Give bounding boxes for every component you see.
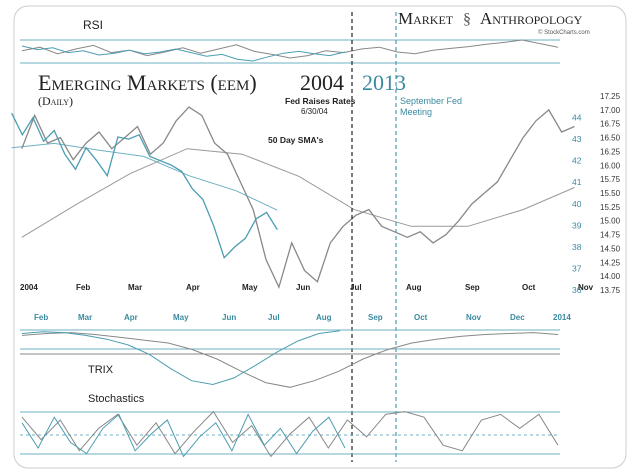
x-tick-2004: Feb (76, 283, 90, 292)
x-tick-2004: Mar (128, 283, 142, 292)
right-axis-ticks: 13.75 14.00 14.25 14.50 14.75 15.00 15.25 15.50… (600, 92, 621, 295)
right-axis-tick: 16.50 (600, 134, 621, 143)
x-tick-2004: Jul (350, 283, 362, 292)
right-axis-tick: 17.00 (600, 106, 621, 115)
right-axis-tick: 13.75 (600, 286, 621, 295)
brand-source: © StockCharts.com (538, 29, 590, 36)
x-tick-2013: Dec (510, 313, 525, 322)
x-tick-2004: 2004 (20, 283, 38, 292)
brand-market: Market (398, 9, 454, 28)
x-tick-2004: Oct (522, 283, 536, 292)
x-tick-2004: Apr (186, 283, 200, 292)
trix-panel: TRIX (20, 329, 560, 388)
left-axis-tick: 40 (572, 199, 582, 209)
fed-raises-date: 6/30/04 (301, 107, 328, 116)
x-tick-2013: Oct (414, 313, 428, 322)
title-year-2004: 2004 (300, 70, 344, 95)
x-tick-2004: Jun (296, 283, 310, 292)
fed-raises-label: Fed Raises Rates (285, 96, 356, 106)
right-axis-tick: 14.25 (600, 258, 621, 267)
right-axis-tick: 17.25 (600, 92, 621, 101)
x-tick-2013: Nov (466, 313, 482, 322)
right-axis-tick: 16.75 (600, 120, 621, 129)
right-axis-tick: 16.00 (600, 161, 621, 170)
title-year-2013: 2013 (362, 70, 406, 95)
x-tick-2004: May (242, 283, 258, 292)
main-panel: Emerging Markets (eem) 2004 2013 (Daily)… (11, 70, 621, 322)
left-axis-tick: 38 (572, 242, 582, 252)
chart-title: Emerging Markets (eem) (38, 70, 257, 95)
trix-label: TRIX (88, 364, 114, 376)
rsi-label: RSI (83, 18, 103, 32)
chart-frame (13, 5, 627, 469)
rsi-panel: RSI (20, 18, 560, 64)
x-axis-2013: Feb Mar Apr May Jun Jul Aug Sep Oct Nov Dec 2014 (34, 313, 571, 322)
x-tick-2013: Jun (222, 313, 236, 322)
x-tick-2004: Nov (578, 283, 594, 292)
brand-logo: Market § Anthropology © StockCharts.com (398, 9, 590, 36)
x-tick-2013: Jul (268, 313, 280, 322)
right-axis-tick: 15.00 (600, 217, 621, 226)
sept-fed-label-2: Meeting (400, 107, 432, 117)
chart-subtitle: (Daily) (38, 94, 73, 108)
left-axis-ticks: 36 37 38 39 40 41 42 43 44 (572, 113, 582, 295)
right-axis-tick: 14.00 (600, 272, 621, 281)
sept-fed-label: September Fed (400, 96, 462, 106)
right-axis-tick: 15.75 (600, 175, 621, 184)
x-tick-2013: Apr (124, 313, 138, 322)
left-axis-tick: 39 (572, 220, 582, 230)
left-axis-tick: 41 (572, 177, 582, 187)
sma-line-2013 (11, 142, 278, 211)
stoch-line-2004 (21, 410, 559, 458)
price-line-2004 (21, 106, 575, 290)
right-axis-tick: 15.50 (600, 189, 621, 198)
x-tick-2013: Aug (316, 313, 332, 322)
dna-icon: § (463, 11, 471, 28)
x-axis-2004: 2004 Feb Mar Apr May Jun Jul Aug Sep Oct Nov (20, 283, 594, 292)
right-axis-tick: 14.75 (600, 231, 621, 240)
x-tick-2013: Feb (34, 313, 48, 322)
x-tick-2013: May (173, 313, 189, 322)
trix-line-2004 (21, 332, 559, 388)
left-axis-tick: 44 (572, 113, 582, 123)
right-axis-tick: 15.25 (600, 203, 621, 212)
brand-anthropology: Anthropology (480, 9, 583, 28)
trix-line-2013 (21, 330, 341, 386)
stochastics-label: Stochastics (88, 393, 145, 405)
price-line-2013 (11, 112, 278, 259)
stochastics-panel: Stochastics (20, 393, 560, 458)
left-axis-tick: 36 (572, 285, 582, 295)
rsi-line-2004 (21, 39, 559, 59)
x-tick-2013: Mar (78, 313, 92, 322)
x-tick-2004: Aug (406, 283, 422, 292)
left-axis-tick: 37 (572, 263, 582, 273)
left-axis-tick: 43 (572, 134, 582, 144)
right-axis-tick: 16.25 (600, 147, 621, 156)
right-axis-tick: 14.50 (600, 244, 621, 253)
stoch-line-2013 (21, 413, 346, 458)
sma-label: 50 Day SMA's (268, 135, 324, 145)
left-axis-tick: 42 (572, 156, 582, 166)
x-tick-2013: 2014 (553, 313, 571, 322)
x-tick-2004: Sep (465, 283, 480, 292)
rsi-line-2013 (21, 45, 346, 62)
sma-line-2004 (21, 148, 575, 238)
x-tick-2013: Sep (368, 313, 383, 322)
